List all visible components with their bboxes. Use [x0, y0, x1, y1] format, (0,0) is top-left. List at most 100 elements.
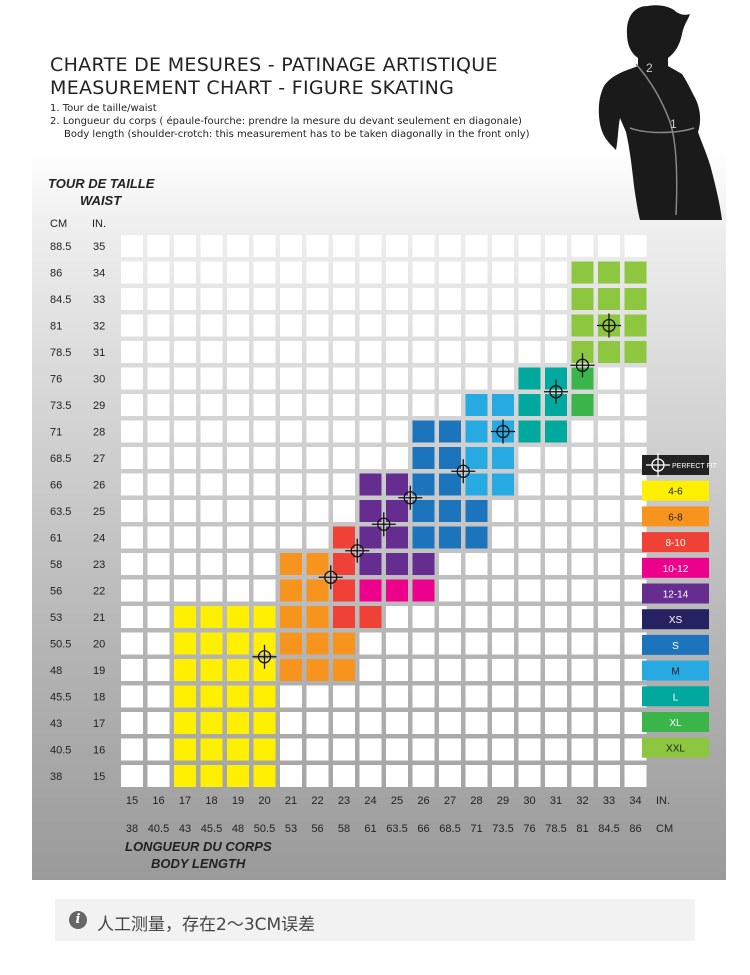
grid-cell [518, 341, 541, 363]
perfect-fit-crosshair-icon [491, 419, 515, 444]
grid-cell [624, 420, 647, 443]
y-tick-cm: 88.5 [50, 241, 71, 253]
x-axis-labels: 15 38 16 40.5 17 43 18 45.5 19 48 20 50.5 21 53 22 56 23… [126, 795, 642, 835]
grid-cell [386, 765, 408, 787]
y-tick-cm: 38 [50, 771, 62, 783]
grid-cell [359, 341, 382, 363]
grid-cell [439, 579, 461, 602]
y-tick-cm: 81 [50, 321, 62, 333]
grid-cell [280, 420, 302, 443]
grid-cell [200, 420, 223, 443]
legend-label: L [673, 692, 679, 703]
grid-cell [253, 632, 276, 655]
grid-cell [253, 765, 276, 787]
y-tick-in: 35 [93, 241, 105, 253]
grid-cell [386, 685, 408, 708]
grid-cell [624, 314, 647, 337]
y-tick-cm: 68.5 [50, 453, 71, 465]
grid-cell [624, 712, 647, 734]
grid-cell [359, 314, 382, 337]
grid-cell [545, 447, 567, 469]
grid-cell [465, 553, 488, 575]
grid-cell [121, 685, 143, 708]
legend-swatch [642, 557, 709, 578]
y-tick-in: 32 [93, 321, 105, 333]
grid-cell [121, 579, 143, 602]
grid-cell [465, 341, 488, 363]
grid-cell [492, 394, 514, 416]
x-tick-in: 26 [417, 795, 429, 807]
perfect-fit-crosshair-icon [345, 538, 370, 563]
legend-item: 10-12 [642, 557, 709, 578]
grid-cell [598, 606, 620, 628]
grid-cell [598, 659, 620, 681]
grid-cell [227, 447, 249, 469]
grid-cell [227, 394, 249, 416]
grid-cell [333, 261, 355, 284]
grid-cell [439, 261, 461, 284]
grid-cell [306, 632, 329, 655]
grid-cell [598, 394, 620, 416]
x-tick-in: 27 [444, 795, 456, 807]
grid-cell [386, 420, 408, 443]
x-tick-cm: 86 [629, 823, 641, 835]
grid-cell [227, 288, 249, 310]
note-body-length-en: Body length (shoulder-crotch: this measu… [64, 129, 530, 140]
grid-cell [465, 235, 488, 257]
grid-cell [545, 341, 567, 363]
grid-cell [359, 553, 382, 575]
grid-cell [253, 579, 276, 602]
measure-line-waist [629, 127, 695, 134]
grid-cell [439, 685, 461, 708]
perfect-fit-crosshair-icon [451, 459, 476, 484]
grid-cell [518, 473, 541, 496]
grid-cell [439, 447, 461, 469]
grid-cell [227, 500, 249, 522]
grid-cell [598, 712, 620, 734]
grid-cell [306, 261, 329, 284]
legend-item: L [642, 686, 709, 707]
grid-cell [439, 367, 461, 390]
grid-cell [174, 341, 196, 363]
grid-cell [333, 632, 355, 655]
grid-cell [465, 738, 488, 761]
grid-cell [386, 632, 408, 655]
grid-cell [571, 261, 594, 284]
grid-cell [306, 288, 329, 310]
grid-cell [227, 473, 249, 496]
y-tick-cm: 40.5 [50, 745, 71, 757]
grid-cell [624, 473, 647, 496]
x-tick-in: 19 [232, 795, 244, 807]
grid-cell [200, 738, 223, 761]
grid-cell [174, 394, 196, 416]
grid-cell [412, 632, 435, 655]
grid-cell [492, 526, 514, 549]
grid-cell [227, 659, 249, 681]
perfect-fit-markers [252, 313, 621, 669]
grid-cell [280, 235, 302, 257]
grid-cell [359, 420, 382, 443]
grid-cell [465, 765, 488, 787]
chart-title-english: MEASUREMENT CHART - FIGURE SKATING [50, 77, 455, 99]
grid-cell [227, 765, 249, 787]
x-axis-title-english: BODY LENGTH [151, 856, 246, 871]
grid-cell [147, 712, 170, 734]
perfect-fit-crosshair-icon [371, 512, 396, 537]
y-axis-labels: 88.5 35 86 34 84.5 33 81 32 78.5 31 76 30 73.5 29 71 28… [50, 241, 105, 783]
y-tick-in: 19 [93, 665, 105, 677]
grid-cell [227, 685, 249, 708]
grid-cell [386, 235, 408, 257]
legend-label: XXL [666, 744, 685, 755]
grid-cell [227, 367, 249, 390]
measure-line-body-length [635, 63, 678, 216]
grid-cell [492, 367, 514, 390]
y-tick-cm: 63.5 [50, 506, 71, 518]
grid-cell [624, 394, 647, 416]
grid-cell [280, 367, 302, 390]
grid-cell [253, 288, 276, 310]
grid-cell [518, 659, 541, 681]
grid-cell [174, 235, 196, 257]
grid-cell [333, 447, 355, 469]
grid-cell [121, 341, 143, 363]
y-axis-title-french: TOUR DE TAILLE [48, 176, 155, 191]
